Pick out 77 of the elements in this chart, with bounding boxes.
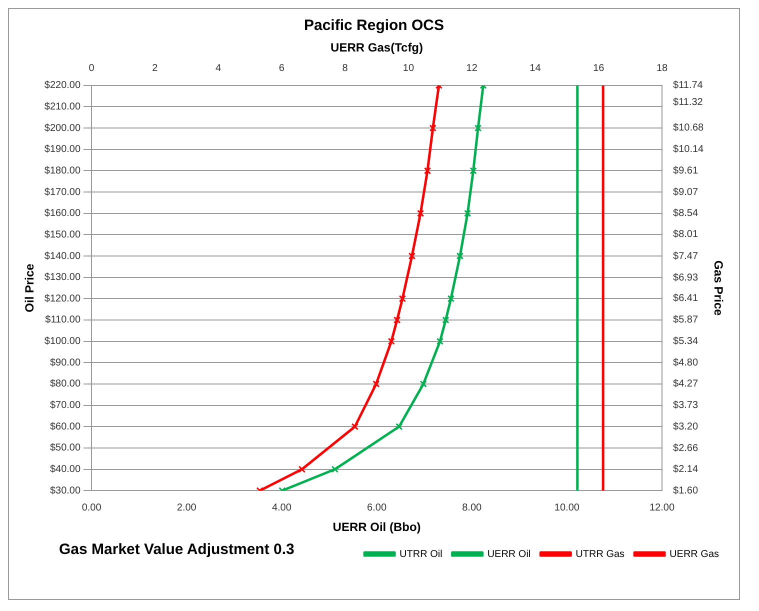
x2-tick-label: 12 bbox=[466, 63, 478, 74]
x2-tick-label: 6 bbox=[278, 63, 285, 74]
y-tick-label: $190.00 bbox=[44, 144, 81, 156]
y2-tick-label: $6.93 bbox=[673, 272, 698, 284]
x2-tick-label: 4 bbox=[216, 63, 222, 74]
x-tick-label: 6.00 bbox=[367, 502, 387, 514]
point bbox=[331, 466, 339, 473]
x2-tick-label: 10 bbox=[402, 63, 414, 74]
x2-tick-label: 2 bbox=[152, 63, 158, 74]
point bbox=[396, 423, 403, 430]
y-tick-label: $100.00 bbox=[44, 336, 81, 348]
y-tick-label: $60.00 bbox=[50, 421, 81, 432]
y2-tick-label: $9.61 bbox=[673, 165, 698, 176]
y2-tick-label: $6.41 bbox=[673, 293, 698, 304]
y2-axis-title: Gas Price bbox=[711, 260, 726, 316]
point bbox=[420, 380, 427, 388]
x-tick-label: 4.00 bbox=[272, 502, 292, 514]
x-axis-title: UERR Oil (Bbo) bbox=[332, 520, 421, 534]
y2-tick-label: $9.07 bbox=[673, 186, 698, 198]
y-tick-label: $160.00 bbox=[44, 208, 81, 220]
legend-label: UTRR Gas bbox=[576, 548, 625, 560]
x-tick-label: 2.00 bbox=[176, 502, 197, 514]
y2-tick-label: $8.54 bbox=[673, 208, 698, 220]
point bbox=[436, 338, 444, 345]
y2-tick-label: $11.32 bbox=[673, 96, 704, 108]
chart-title: Pacific Region OCS bbox=[304, 17, 444, 34]
x2-tick-label: 18 bbox=[656, 63, 668, 74]
y-axis-title: Oil Price bbox=[22, 263, 37, 312]
y2-tick-label: $2.66 bbox=[673, 442, 698, 454]
y2-tick-label: $2.14 bbox=[673, 464, 698, 475]
x2-tick-label: 8 bbox=[342, 63, 348, 74]
y-tick-label: $220.00 bbox=[44, 80, 81, 92]
y-tick-label: $170.00 bbox=[44, 186, 81, 198]
y2-tick-label: $4.80 bbox=[673, 357, 698, 368]
y2-tick-label: $4.27 bbox=[673, 378, 698, 390]
y-tick-label: $30.00 bbox=[50, 485, 81, 496]
y2-tick-label: $10.14 bbox=[673, 144, 704, 156]
x2-tick-label: 0 bbox=[88, 63, 95, 74]
y2-tick-label: $1.60 bbox=[673, 485, 698, 496]
x-tick-label: 8.00 bbox=[462, 502, 482, 514]
x-tick-label: 12.00 bbox=[650, 502, 675, 514]
point bbox=[442, 316, 450, 324]
point bbox=[456, 252, 464, 260]
y-tick-label: $50.00 bbox=[50, 442, 81, 454]
y-tick-label: $200.00 bbox=[44, 122, 81, 134]
y-tick-label: $90.00 bbox=[50, 357, 81, 368]
x2-tick-label: 16 bbox=[593, 63, 605, 74]
y2-tick-label: $8.01 bbox=[673, 229, 698, 240]
y2-tick-label: $7.47 bbox=[673, 250, 698, 262]
y2-tick-label: $3.73 bbox=[673, 400, 698, 412]
y-tick-label: $70.00 bbox=[50, 400, 81, 412]
legend-label: UERR Gas bbox=[670, 548, 719, 560]
y-tick-label: $80.00 bbox=[50, 378, 81, 390]
text: Gas Market Value Adjustment 0.3 bbox=[59, 541, 294, 558]
x-tick-label: 10.00 bbox=[554, 502, 580, 514]
x2-axis-title: UERR Gas(Tcfg) bbox=[330, 40, 424, 55]
x-tick-label: 0.00 bbox=[82, 502, 102, 514]
point bbox=[464, 210, 472, 217]
y2-tick-label: $5.34 bbox=[673, 336, 698, 347]
y-tick-label: $210.00 bbox=[44, 101, 81, 112]
y2-tick-label: $5.87 bbox=[673, 314, 698, 326]
x2-tick-label: 14 bbox=[530, 63, 542, 74]
y-tick-label: $110.00 bbox=[45, 314, 81, 326]
y-tick-label: $130.00 bbox=[44, 272, 81, 284]
y2-tick-label: $11.74 bbox=[673, 80, 704, 92]
y-tick-label: $180.00 bbox=[44, 165, 81, 176]
legend-label: UERR Oil bbox=[487, 548, 531, 560]
point bbox=[474, 124, 482, 132]
y-tick-label: $150.00 bbox=[44, 229, 81, 240]
y-tick-label: $40.00 bbox=[50, 464, 81, 476]
y-tick-label: $120.00 bbox=[44, 293, 81, 304]
y2-tick-label: $10.68 bbox=[673, 122, 704, 134]
point bbox=[447, 295, 455, 302]
y-tick-label: $140.00 bbox=[44, 250, 81, 262]
legend-label: UTRR Oil bbox=[400, 548, 442, 560]
point bbox=[470, 167, 477, 174]
y2-tick-label: $3.20 bbox=[673, 421, 698, 432]
